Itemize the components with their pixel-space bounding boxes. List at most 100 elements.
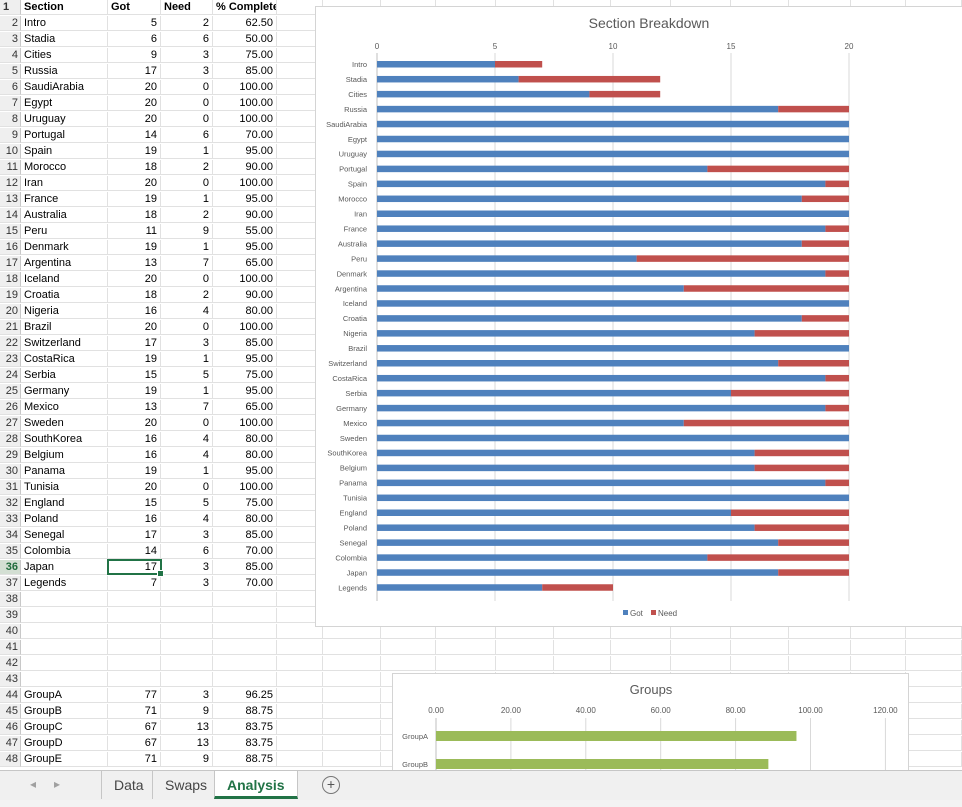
got-cell[interactable]: 71 bbox=[108, 752, 161, 767]
percent-cell[interactable]: 50.00 bbox=[213, 32, 277, 47]
need-cell[interactable]: 13 bbox=[161, 720, 213, 735]
row-header[interactable]: 10 bbox=[0, 144, 21, 159]
got-cell[interactable]: 20 bbox=[108, 80, 161, 95]
sheet-tab-data[interactable]: Data bbox=[101, 771, 156, 799]
need-cell[interactable]: 6 bbox=[161, 32, 213, 47]
percent-cell[interactable]: 65.00 bbox=[213, 256, 277, 271]
row-header[interactable]: 27 bbox=[0, 416, 21, 431]
percent-cell[interactable]: 80.00 bbox=[213, 448, 277, 463]
row-header[interactable]: 24 bbox=[0, 368, 21, 383]
row-header[interactable]: 9 bbox=[0, 128, 21, 143]
section-cell[interactable]: Australia bbox=[21, 208, 108, 223]
percent-cell[interactable]: 75.00 bbox=[213, 496, 277, 511]
got-cell[interactable]: 17 bbox=[108, 64, 161, 79]
got-cell[interactable]: 19 bbox=[108, 384, 161, 399]
percent-cell[interactable]: 95.00 bbox=[213, 352, 277, 367]
need-cell[interactable]: Need bbox=[161, 0, 213, 15]
row-header[interactable]: 46 bbox=[0, 720, 21, 735]
got-cell[interactable]: 20 bbox=[108, 320, 161, 335]
percent-cell[interactable]: 100.00 bbox=[213, 480, 277, 495]
section-cell[interactable]: Colombia bbox=[21, 544, 108, 559]
percent-cell[interactable]: 96.25 bbox=[213, 688, 277, 703]
section-cell[interactable] bbox=[21, 640, 108, 655]
need-cell[interactable]: 0 bbox=[161, 272, 213, 287]
got-cell[interactable]: 15 bbox=[108, 496, 161, 511]
got-cell[interactable]: 19 bbox=[108, 240, 161, 255]
got-cell[interactable]: 20 bbox=[108, 176, 161, 191]
row-header[interactable]: 23 bbox=[0, 352, 21, 367]
got-cell[interactable]: 16 bbox=[108, 432, 161, 447]
need-cell[interactable] bbox=[161, 624, 213, 639]
percent-cell[interactable] bbox=[213, 592, 277, 607]
need-cell[interactable]: 3 bbox=[161, 576, 213, 591]
got-cell[interactable]: 16 bbox=[108, 304, 161, 319]
got-cell[interactable]: 19 bbox=[108, 352, 161, 367]
need-cell[interactable]: 7 bbox=[161, 400, 213, 415]
section-cell[interactable]: Tunisia bbox=[21, 480, 108, 495]
need-cell[interactable]: 5 bbox=[161, 496, 213, 511]
percent-cell[interactable]: 75.00 bbox=[213, 48, 277, 63]
row-header[interactable]: 19 bbox=[0, 288, 21, 303]
need-cell[interactable]: 2 bbox=[161, 16, 213, 31]
section-cell[interactable]: Poland bbox=[21, 512, 108, 527]
row-header[interactable]: 48 bbox=[0, 752, 21, 767]
got-cell[interactable]: 19 bbox=[108, 464, 161, 479]
got-cell[interactable]: 14 bbox=[108, 544, 161, 559]
percent-cell[interactable] bbox=[213, 656, 277, 671]
got-cell[interactable]: 20 bbox=[108, 416, 161, 431]
got-cell[interactable]: 20 bbox=[108, 112, 161, 127]
need-cell[interactable]: 0 bbox=[161, 416, 213, 431]
got-cell[interactable] bbox=[108, 672, 161, 687]
section-cell[interactable] bbox=[21, 672, 108, 687]
row-header[interactable]: 26 bbox=[0, 400, 21, 415]
need-cell[interactable]: 1 bbox=[161, 384, 213, 399]
section-cell[interactable]: Japan bbox=[21, 560, 108, 575]
got-cell[interactable]: 17 bbox=[108, 528, 161, 543]
percent-cell[interactable]: 85.00 bbox=[213, 64, 277, 79]
percent-cell[interactable]: 75.00 bbox=[213, 368, 277, 383]
percent-cell[interactable]: 90.00 bbox=[213, 208, 277, 223]
section-cell[interactable]: Brazil bbox=[21, 320, 108, 335]
got-cell[interactable]: 6 bbox=[108, 32, 161, 47]
got-cell[interactable]: 15 bbox=[108, 368, 161, 383]
percent-cell[interactable]: 83.75 bbox=[213, 720, 277, 735]
section-cell[interactable]: Iran bbox=[21, 176, 108, 191]
need-cell[interactable]: 4 bbox=[161, 512, 213, 527]
row-header[interactable]: 28 bbox=[0, 432, 21, 447]
need-cell[interactable]: 6 bbox=[161, 128, 213, 143]
got-cell[interactable]: 19 bbox=[108, 144, 161, 159]
section-cell[interactable]: Uruguay bbox=[21, 112, 108, 127]
need-cell[interactable]: 2 bbox=[161, 208, 213, 223]
got-cell[interactable]: 19 bbox=[108, 192, 161, 207]
section-cell[interactable]: Peru bbox=[21, 224, 108, 239]
percent-cell[interactable]: 80.00 bbox=[213, 512, 277, 527]
percent-cell[interactable]: 90.00 bbox=[213, 160, 277, 175]
percent-cell[interactable] bbox=[213, 624, 277, 639]
percent-cell[interactable]: 70.00 bbox=[213, 576, 277, 591]
need-cell[interactable]: 4 bbox=[161, 432, 213, 447]
row-header[interactable]: 45 bbox=[0, 704, 21, 719]
got-cell[interactable]: 14 bbox=[108, 128, 161, 143]
add-sheet-icon[interactable]: + bbox=[322, 776, 340, 794]
percent-cell[interactable] bbox=[213, 672, 277, 687]
row-header[interactable]: 33 bbox=[0, 512, 21, 527]
percent-cell[interactable]: 95.00 bbox=[213, 240, 277, 255]
got-cell[interactable]: 67 bbox=[108, 720, 161, 735]
row-header[interactable]: 30 bbox=[0, 464, 21, 479]
percent-cell[interactable]: 100.00 bbox=[213, 176, 277, 191]
need-cell[interactable]: 3 bbox=[161, 64, 213, 79]
section-cell[interactable]: GroupD bbox=[21, 736, 108, 751]
percent-cell[interactable] bbox=[213, 640, 277, 655]
row-header[interactable]: 1 bbox=[0, 0, 21, 15]
percent-cell[interactable]: 83.75 bbox=[213, 736, 277, 751]
need-cell[interactable]: 3 bbox=[161, 560, 213, 575]
need-cell[interactable]: 9 bbox=[161, 704, 213, 719]
need-cell[interactable]: 1 bbox=[161, 144, 213, 159]
section-cell[interactable]: Croatia bbox=[21, 288, 108, 303]
need-cell[interactable]: 4 bbox=[161, 304, 213, 319]
section-cell[interactable]: Portugal bbox=[21, 128, 108, 143]
sheet-tab-analysis[interactable]: Analysis bbox=[214, 771, 298, 799]
row-header[interactable]: 44 bbox=[0, 688, 21, 703]
percent-cell[interactable]: 95.00 bbox=[213, 464, 277, 479]
row-header[interactable]: 2 bbox=[0, 16, 21, 31]
